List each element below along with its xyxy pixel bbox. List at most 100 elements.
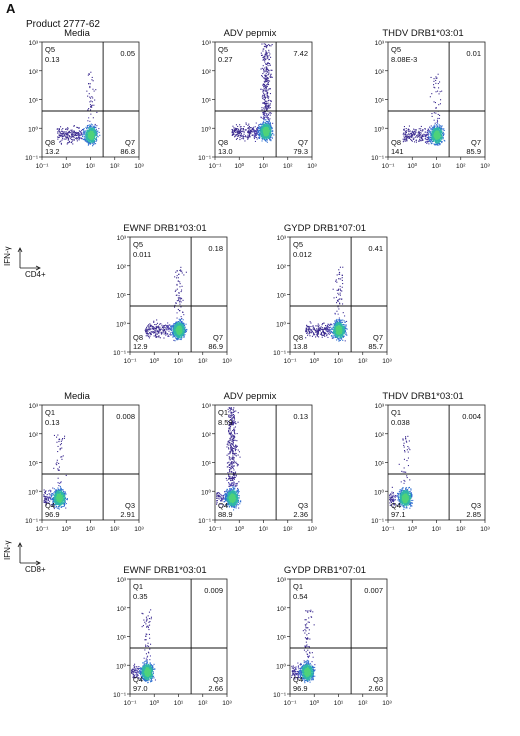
event-dot — [265, 63, 267, 65]
event-dot — [178, 301, 180, 303]
event-dot — [149, 329, 151, 331]
event-dot — [267, 135, 269, 137]
event-dot — [238, 132, 240, 134]
event-dot — [180, 326, 182, 328]
event-dot — [178, 328, 180, 330]
event-dot — [258, 130, 260, 132]
event-dot — [92, 88, 94, 90]
event-dot — [436, 130, 438, 132]
event-dot — [80, 134, 82, 136]
event-dot — [263, 116, 265, 118]
event-dot — [270, 140, 272, 142]
event-dot — [432, 131, 434, 133]
event-dot — [174, 335, 176, 337]
event-dot — [409, 133, 411, 135]
event-dot — [87, 134, 89, 136]
event-dot — [160, 323, 162, 325]
event-dot — [90, 129, 92, 131]
event-dot — [264, 80, 266, 82]
event-dot — [435, 136, 437, 138]
event-dot — [431, 132, 433, 134]
event-dot — [147, 326, 149, 328]
event-dot — [432, 128, 434, 130]
event-dot — [263, 77, 265, 79]
cd4-y-axis-label: IFN-γ — [3, 246, 12, 266]
event-dot — [236, 133, 238, 135]
event-dot — [146, 332, 148, 334]
event-dot — [92, 137, 94, 139]
event-dot — [179, 338, 181, 340]
event-dot — [269, 88, 271, 90]
event-dot — [95, 131, 97, 133]
event-dot — [264, 128, 266, 130]
event-dot — [265, 111, 267, 113]
event-dot — [251, 130, 253, 132]
event-dot — [266, 136, 268, 138]
event-dot — [265, 122, 267, 124]
event-dot — [255, 130, 257, 132]
event-dot — [438, 117, 440, 119]
event-dot — [170, 329, 172, 331]
event-dot — [251, 127, 253, 129]
event-dot — [91, 131, 93, 133]
event-dot — [87, 141, 89, 143]
event-dot — [264, 58, 266, 60]
event-dot — [266, 78, 268, 80]
event-dot — [173, 326, 175, 328]
event-dot — [86, 130, 88, 132]
event-dot — [439, 134, 441, 136]
event-dot — [338, 294, 340, 296]
event-dot — [261, 123, 263, 125]
event-dot — [82, 139, 84, 141]
event-dot — [90, 97, 92, 99]
event-dot — [183, 334, 185, 336]
event-dot — [93, 130, 95, 132]
event-dot — [267, 62, 269, 64]
event-dot — [320, 333, 322, 335]
event-dot — [262, 59, 264, 61]
event-dot — [430, 132, 432, 134]
event-dot — [180, 339, 182, 341]
event-dot — [239, 130, 241, 132]
event-dot — [93, 90, 95, 92]
event-dot — [264, 131, 266, 133]
event-dot — [238, 128, 240, 130]
event-dot — [66, 143, 68, 145]
event-dot — [268, 125, 270, 127]
event-dot — [436, 143, 438, 145]
event-dot — [404, 131, 406, 133]
x-tick-label: 10² — [110, 163, 120, 170]
event-dot — [316, 330, 318, 332]
event-dot — [75, 137, 77, 139]
event-dot — [263, 46, 265, 48]
event-dot — [441, 138, 443, 140]
event-dot — [249, 131, 251, 133]
event-dot — [269, 118, 271, 120]
event-dot — [433, 131, 435, 133]
event-dot — [411, 131, 413, 133]
event-dot — [166, 333, 168, 335]
event-dot — [178, 310, 180, 312]
event-dot — [270, 100, 272, 102]
event-dot — [181, 321, 183, 323]
event-dot — [265, 104, 267, 106]
quadrant-value-upper-left: 8.08E-3 — [391, 55, 417, 64]
event-dot — [162, 329, 164, 331]
event-dot — [339, 338, 341, 340]
event-dot — [179, 323, 181, 325]
quadrant-value-lower-right: 86.9 — [208, 342, 223, 351]
event-dot — [71, 129, 73, 131]
event-dot — [238, 131, 240, 133]
event-dot — [266, 139, 268, 141]
event-dot — [256, 138, 258, 140]
event-dot — [261, 109, 263, 111]
cd8-y-axis-label: IFN-γ — [3, 540, 12, 560]
event-dot — [251, 129, 253, 131]
event-dot — [424, 131, 426, 133]
event-dot — [88, 131, 90, 133]
x-tick-label: 10¹ — [86, 163, 96, 170]
event-dot — [60, 132, 62, 134]
event-dot — [96, 139, 98, 141]
event-dot — [270, 73, 272, 75]
